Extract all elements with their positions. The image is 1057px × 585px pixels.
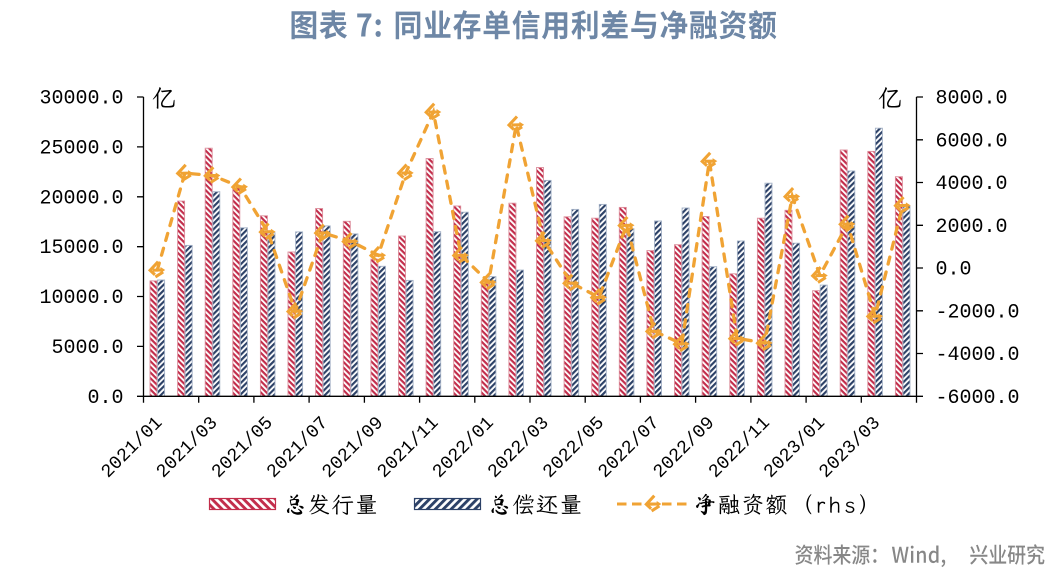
svg-text:6000.0: 6000.0 (936, 130, 1008, 153)
svg-text:0.0: 0.0 (936, 259, 972, 282)
svg-text:2000.0: 2000.0 (936, 216, 1008, 239)
svg-text:-4000.0: -4000.0 (936, 344, 1020, 367)
svg-text:15000.0: 15000.0 (39, 237, 123, 260)
svg-text:-2000.0: -2000.0 (936, 301, 1020, 324)
svg-text:25000.0: 25000.0 (39, 138, 123, 161)
svg-text:10000.0: 10000.0 (39, 287, 123, 310)
svg-text:-6000.0: -6000.0 (936, 387, 1020, 410)
svg-text:0.0: 0.0 (87, 387, 123, 410)
svg-text:5000.0: 5000.0 (51, 337, 123, 360)
svg-text:4000.0: 4000.0 (936, 173, 1008, 196)
svg-text:8000.0: 8000.0 (936, 88, 1008, 111)
svg-text:20000.0: 20000.0 (39, 187, 123, 210)
svg-text:30000.0: 30000.0 (39, 88, 123, 111)
